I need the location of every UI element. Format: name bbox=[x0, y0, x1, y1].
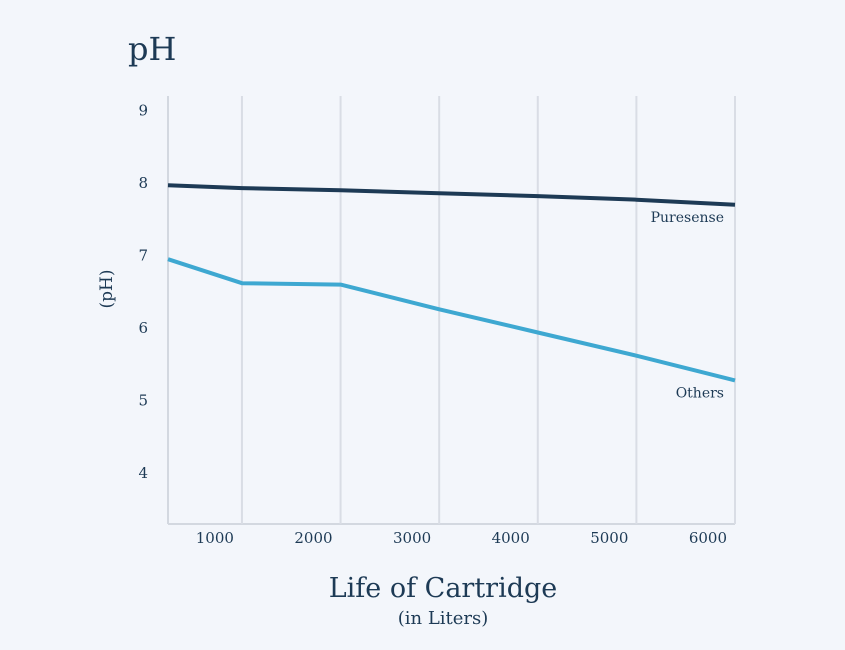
series-line-puresense bbox=[167, 183, 736, 207]
y-axis-label: (pH) bbox=[97, 270, 117, 309]
series-line-others bbox=[167, 257, 736, 383]
x-tick-label: 6000 bbox=[689, 529, 727, 547]
series-label-others: Others bbox=[676, 385, 724, 401]
y-tick-label: 6 bbox=[138, 319, 148, 337]
x-tick-label: 5000 bbox=[590, 529, 628, 547]
y-tick-label: 4 bbox=[138, 464, 148, 482]
chart-title: pH bbox=[128, 30, 176, 68]
y-tick-label: 8 bbox=[138, 174, 148, 192]
x-tick-label: 2000 bbox=[294, 529, 332, 547]
y-tick-label: 9 bbox=[138, 102, 148, 120]
x-axis-label: Life of Cartridge bbox=[329, 573, 558, 604]
x-tick-label: 3000 bbox=[393, 529, 431, 547]
x-tick-label: 1000 bbox=[196, 529, 234, 547]
y-tick-label: 5 bbox=[138, 392, 148, 410]
series-label-puresense: Puresense bbox=[651, 210, 724, 226]
y-tick-label: 7 bbox=[138, 247, 148, 265]
x-tick-label: 4000 bbox=[492, 529, 530, 547]
x-axis-sublabel: (in Liters) bbox=[398, 608, 489, 629]
